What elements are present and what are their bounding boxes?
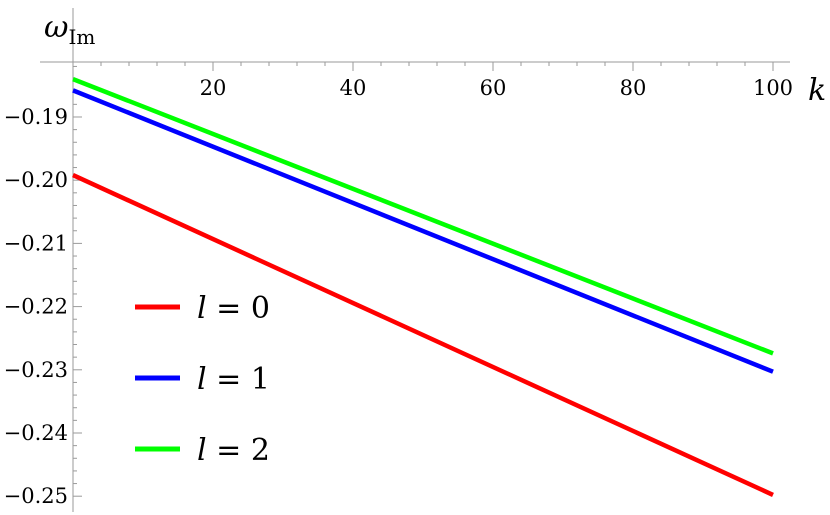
legend-label-rest: = 0 (207, 291, 270, 326)
y-tick-label: −0.21 (4, 231, 68, 255)
y-tick-label: −0.25 (4, 484, 68, 508)
legend-label-2: l = 2 (197, 433, 270, 468)
y-axis-label-sub: Im (68, 25, 95, 49)
legend-label-rest: = 1 (207, 362, 270, 397)
y-tick-label: −0.19 (4, 105, 68, 129)
y-axis-label-main: ω (44, 10, 68, 45)
legend-label-var: l (197, 291, 207, 326)
ticks: 20 40 60 80 100 −0.19 −0.20 −0.21 −0.22 −0.23 −0.2… (4, 62, 793, 508)
legend-label-var: l (197, 362, 207, 397)
legend-label-var: l (197, 433, 207, 468)
series-line-1 (72, 88, 774, 374)
series-line-2 (72, 77, 774, 356)
x-tick-label: 40 (340, 76, 367, 100)
x-tick-label: 20 (200, 76, 227, 100)
x-axis-label: k (808, 73, 826, 108)
y-axis-label: ωIm (44, 10, 95, 49)
y-tick-label: −0.23 (4, 358, 68, 382)
y-tick-label: −0.20 (4, 168, 68, 192)
legend-label-rest: = 2 (207, 433, 270, 468)
y-tick-label: −0.22 (4, 295, 68, 319)
series-line-0 (72, 173, 774, 497)
x-tick-label: 60 (480, 76, 507, 100)
y-tick-label: −0.24 (4, 421, 68, 445)
x-tick-label: 80 (620, 76, 647, 100)
legend: l = 0l = 1l = 2 (135, 291, 270, 468)
axes (40, 8, 790, 512)
series-lines (72, 77, 774, 497)
legend-label-1: l = 1 (197, 362, 270, 397)
legend-label-0: l = 0 (197, 291, 270, 326)
x-tick-label: 100 (753, 76, 793, 100)
